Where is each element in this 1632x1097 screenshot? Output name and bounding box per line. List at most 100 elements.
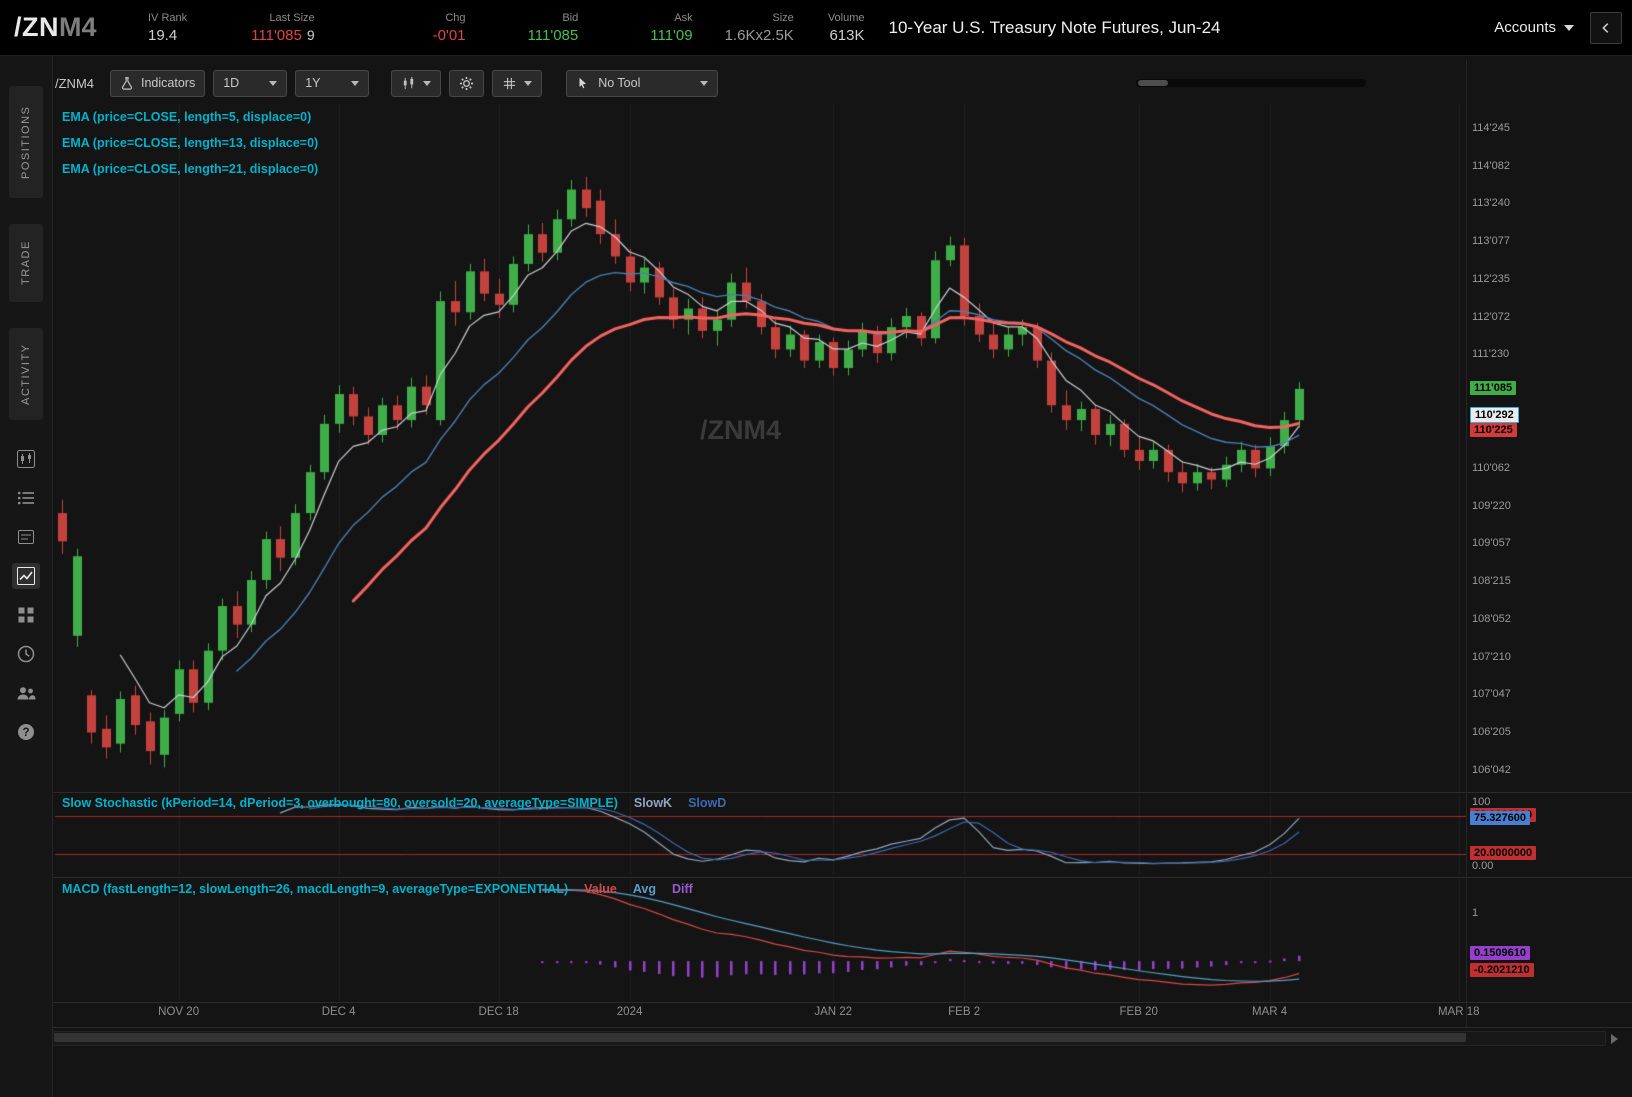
flask-icon (121, 77, 133, 90)
price-axis-badge: 110'292 (1470, 407, 1519, 424)
study-label-ema5[interactable]: EMA (price=CLOSE, length=5, displace=0) (62, 110, 312, 124)
collapse-panel-button[interactable] (1590, 11, 1622, 44)
metric-value: -0'01 (432, 26, 466, 44)
macd-axis-label: 1 (1472, 907, 1479, 920)
macd-label-text: MACD (fastLength=12, slowLength=26, macd… (62, 882, 569, 896)
study-label-ema21[interactable]: EMA (price=CLOSE, length=21, displace=0) (62, 162, 319, 176)
gear-icon (460, 76, 474, 90)
chart-style-dropdown[interactable] (391, 69, 442, 97)
price-axis-badge: 110'225 (1470, 423, 1517, 438)
chart-watermark: /ZNM4 (700, 415, 781, 445)
legend-avg: Avg (632, 882, 656, 896)
metric-value: 1.6Kx2.5K (724, 26, 794, 44)
time-axis-label: FEB 2 (948, 1006, 981, 1018)
time-axis-label: FEB 20 (1119, 1006, 1158, 1018)
metric-chg: Chg -0'01 (433, 11, 466, 45)
chart-mini-scrollbar[interactable] (1136, 79, 1366, 87)
cursor-icon (579, 77, 587, 89)
accounts-label: Accounts (1494, 19, 1556, 36)
accounts-dropdown[interactable]: Accounts (1494, 19, 1574, 36)
stochastic-label-text: Slow Stochastic (kPeriod=14, dPeriod=3, … (62, 796, 618, 810)
chevron-down-icon (524, 80, 533, 86)
range-dropdown[interactable]: 1Y (295, 69, 370, 97)
community-icon[interactable] (12, 680, 40, 706)
price-axis-label: 110'062 (1472, 461, 1510, 474)
pane-divider (52, 1027, 1632, 1028)
watchlist-icon[interactable] (12, 485, 40, 511)
legend-value: Value (584, 882, 617, 896)
axis-divider (1466, 60, 1467, 1027)
time-axis-label: MAR 18 (1437, 1006, 1480, 1018)
horizontal-scrollbar (40, 1031, 1618, 1046)
metric-volume: Volume 613K (828, 11, 865, 45)
drawings-grid-dropdown[interactable] (492, 69, 543, 97)
price-axis-label: 106'205 (1472, 726, 1511, 739)
chevron-down-icon (351, 80, 360, 86)
chevron-down-icon (700, 80, 709, 86)
help-icon[interactable]: ? (12, 719, 40, 745)
header: /ZN M4 IV Rank 19.4 Last Size 111'085 9 C… (0, 0, 1632, 56)
macd-study-label[interactable]: MACD (fastLength=12, slowLength=26, macd… (62, 882, 693, 896)
metric-label: IV Rank (148, 11, 188, 24)
scrollbar-thumb[interactable] (54, 1033, 1467, 1042)
scrollbar-track[interactable] (52, 1031, 1606, 1046)
price-axis-label: 108'215 (1472, 575, 1511, 588)
price-axis-label: 114'082 (1472, 159, 1510, 172)
range-value: 1Y (305, 76, 321, 90)
symbol-root: /ZN (14, 12, 59, 42)
legend-slowk: SlowK (633, 796, 673, 810)
sidebar-tab-trade[interactable]: TRADE (9, 224, 43, 302)
stochastic-axis-label: 100 (1472, 796, 1491, 808)
stochastic-study-label[interactable]: Slow Stochastic (kPeriod=14, dPeriod=3, … (62, 796, 726, 810)
timeframe-dropdown[interactable]: 1D (213, 69, 288, 97)
price-axis-label: 113'240 (1472, 197, 1510, 210)
indicators-button[interactable]: Indicators (110, 69, 206, 97)
stochastic-axis-badge: 75.327600 (1470, 810, 1530, 825)
chevron-down-icon (269, 80, 278, 86)
price-axis-label: 108'052 (1472, 612, 1511, 625)
stochastic-pane[interactable] (55, 795, 1466, 875)
svg-text:?: ? (22, 727, 29, 739)
time-axis-label: MAR 4 (1252, 1006, 1288, 1018)
left-sidebar: POSITIONS TRADE ACTIVITY (0, 56, 53, 1097)
metric-label: Volume (827, 11, 865, 24)
candlestick-style-icon (404, 76, 414, 89)
drawing-tool-dropdown[interactable]: No Tool (566, 69, 719, 97)
study-label-ema13[interactable]: EMA (price=CLOSE, length=13, displace=0) (62, 136, 319, 150)
macd-pane[interactable] (55, 879, 1466, 1001)
sidebar-tab-positions[interactable]: POSITIONS (9, 86, 43, 198)
apps-grid-icon[interactable] (12, 602, 40, 628)
price-axis-label: 109'220 (1472, 499, 1511, 512)
metric-value: 19.4 (148, 26, 178, 44)
sidebar-icons: ? (0, 446, 52, 745)
instrument-title: 10-Year U.S. Treasury Note Futures, Jun-… (888, 17, 1221, 37)
price-chart-pane[interactable] (55, 104, 1466, 792)
chart-settings-button[interactable] (449, 69, 485, 97)
time-axis-label: DEC 4 (321, 1006, 356, 1018)
chart-mini-scrollbar-thumb[interactable] (1138, 80, 1168, 86)
symbol-contract: M4 (59, 12, 97, 42)
chart-symbol-label: /ZNM4 (55, 75, 94, 91)
scroll-right-arrow[interactable] (1611, 1033, 1618, 1044)
price-axis-label: 106'042 (1472, 763, 1511, 776)
stochastic-axis-badge: 20.0000000 (1470, 846, 1537, 861)
history-clock-icon[interactable] (12, 641, 40, 667)
pane-divider (52, 1002, 1632, 1003)
chart-icon[interactable] (12, 446, 40, 472)
pane-divider (52, 877, 1632, 878)
chevron-left-icon (1602, 22, 1609, 33)
time-axis-label: JAN 22 (814, 1006, 853, 1018)
sidebar-tab-activity[interactable]: ACTIVITY (9, 328, 43, 420)
pane-divider (52, 792, 1632, 793)
price-axis-label: 107'210 (1472, 650, 1511, 663)
trade-ticket-icon[interactable] (12, 524, 40, 550)
metric-iv-rank: IV Rank 19.4 (148, 11, 187, 45)
price-axis-label: 107'047 (1472, 688, 1511, 701)
metric-ask: Ask 111'09 (650, 11, 692, 45)
active-chart-icon[interactable] (12, 563, 40, 589)
metric-value: 613K (829, 26, 865, 44)
last-size: 9 (306, 26, 315, 43)
legend-slowd: SlowD (688, 796, 727, 810)
metric-value: 111'085 (527, 26, 579, 44)
